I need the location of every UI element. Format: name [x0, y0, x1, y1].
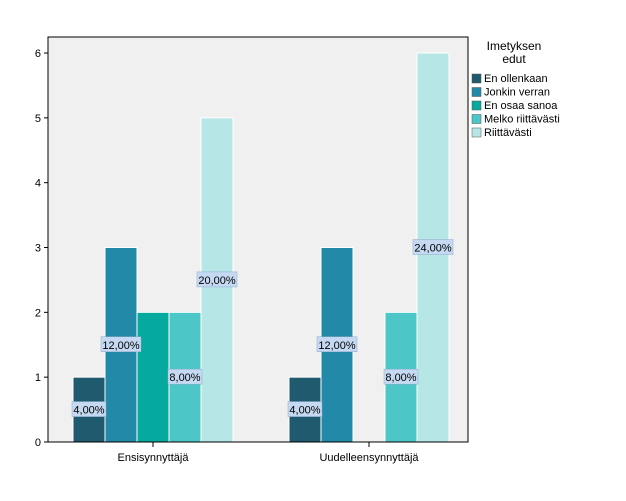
legend-title-line-2: edut	[502, 52, 526, 66]
data-label: 8,00%	[385, 372, 416, 384]
data-label-box	[71, 401, 107, 417]
legend-label: Melko riittävästi	[484, 114, 560, 126]
legend-label: Riittävästi	[484, 127, 532, 139]
data-label-box	[167, 368, 203, 385]
legend-swatch	[471, 114, 482, 124]
data-label-box	[412, 239, 454, 255]
data-label-box	[316, 336, 358, 352]
y-tick-label: 2	[35, 307, 41, 319]
y-tick-label: 6	[35, 48, 41, 60]
data-label-group: 4,00%	[71, 401, 107, 417]
data-label-group: 8,00%	[383, 368, 419, 385]
data-label-box	[383, 368, 419, 385]
data-label-group: 24,00%	[412, 239, 454, 255]
data-label: 12,00%	[102, 340, 140, 352]
y-tick-label: 5	[35, 113, 41, 125]
y-tick-label: 4	[35, 178, 41, 190]
legend-label: En ollenkaan	[484, 73, 548, 85]
data-label-group: 4,00%	[287, 401, 323, 417]
data-label: 12,00%	[318, 340, 356, 352]
legend: Imetyksen edut En ollenkaan Jonkin verran…	[471, 39, 560, 139]
legend-swatch	[471, 73, 482, 84]
data-label-box	[196, 271, 238, 288]
legend-label: Jonkin verran	[484, 87, 550, 99]
legend-label: En osaa sanoa	[484, 100, 558, 112]
legend-swatch	[471, 87, 482, 97]
legend-swatch	[471, 127, 482, 138]
data-label-group: 12,00%	[316, 336, 358, 352]
data-label: 24,00%	[414, 243, 452, 255]
legend-swatch	[471, 100, 482, 111]
x-tick-label: Uudelleensynnyttäjä	[319, 452, 419, 464]
data-labels: 4,00% 12,00% 8,00% 20,00% 4,00% 12,00% 8,00% 24…	[71, 239, 454, 417]
data-label: 4,00%	[289, 405, 320, 417]
x-tick-label: Ensisynnyttäjä	[118, 452, 190, 464]
y-tick-label: 3	[35, 243, 41, 255]
data-label-group: 12,00%	[100, 336, 142, 352]
data-label-group: 20,00%	[196, 271, 238, 288]
data-label-group: 8,00%	[167, 368, 203, 385]
data-label: 20,00%	[198, 275, 236, 287]
legend-title-line-1: Imetyksen	[487, 39, 542, 53]
y-tick-label: 1	[35, 372, 41, 384]
y-tick-label: 0	[35, 437, 41, 449]
axes: 0 1 2 3 4 5 6 Ensisynnyttäjä Uudelleensynnyttäjä	[35, 37, 468, 464]
data-label-box	[287, 401, 323, 417]
bar-en-osaa-sanoa-0	[136, 311, 170, 443]
data-label-box	[100, 336, 142, 352]
data-label: 8,00%	[169, 372, 200, 384]
data-label: 4,00%	[73, 405, 104, 417]
